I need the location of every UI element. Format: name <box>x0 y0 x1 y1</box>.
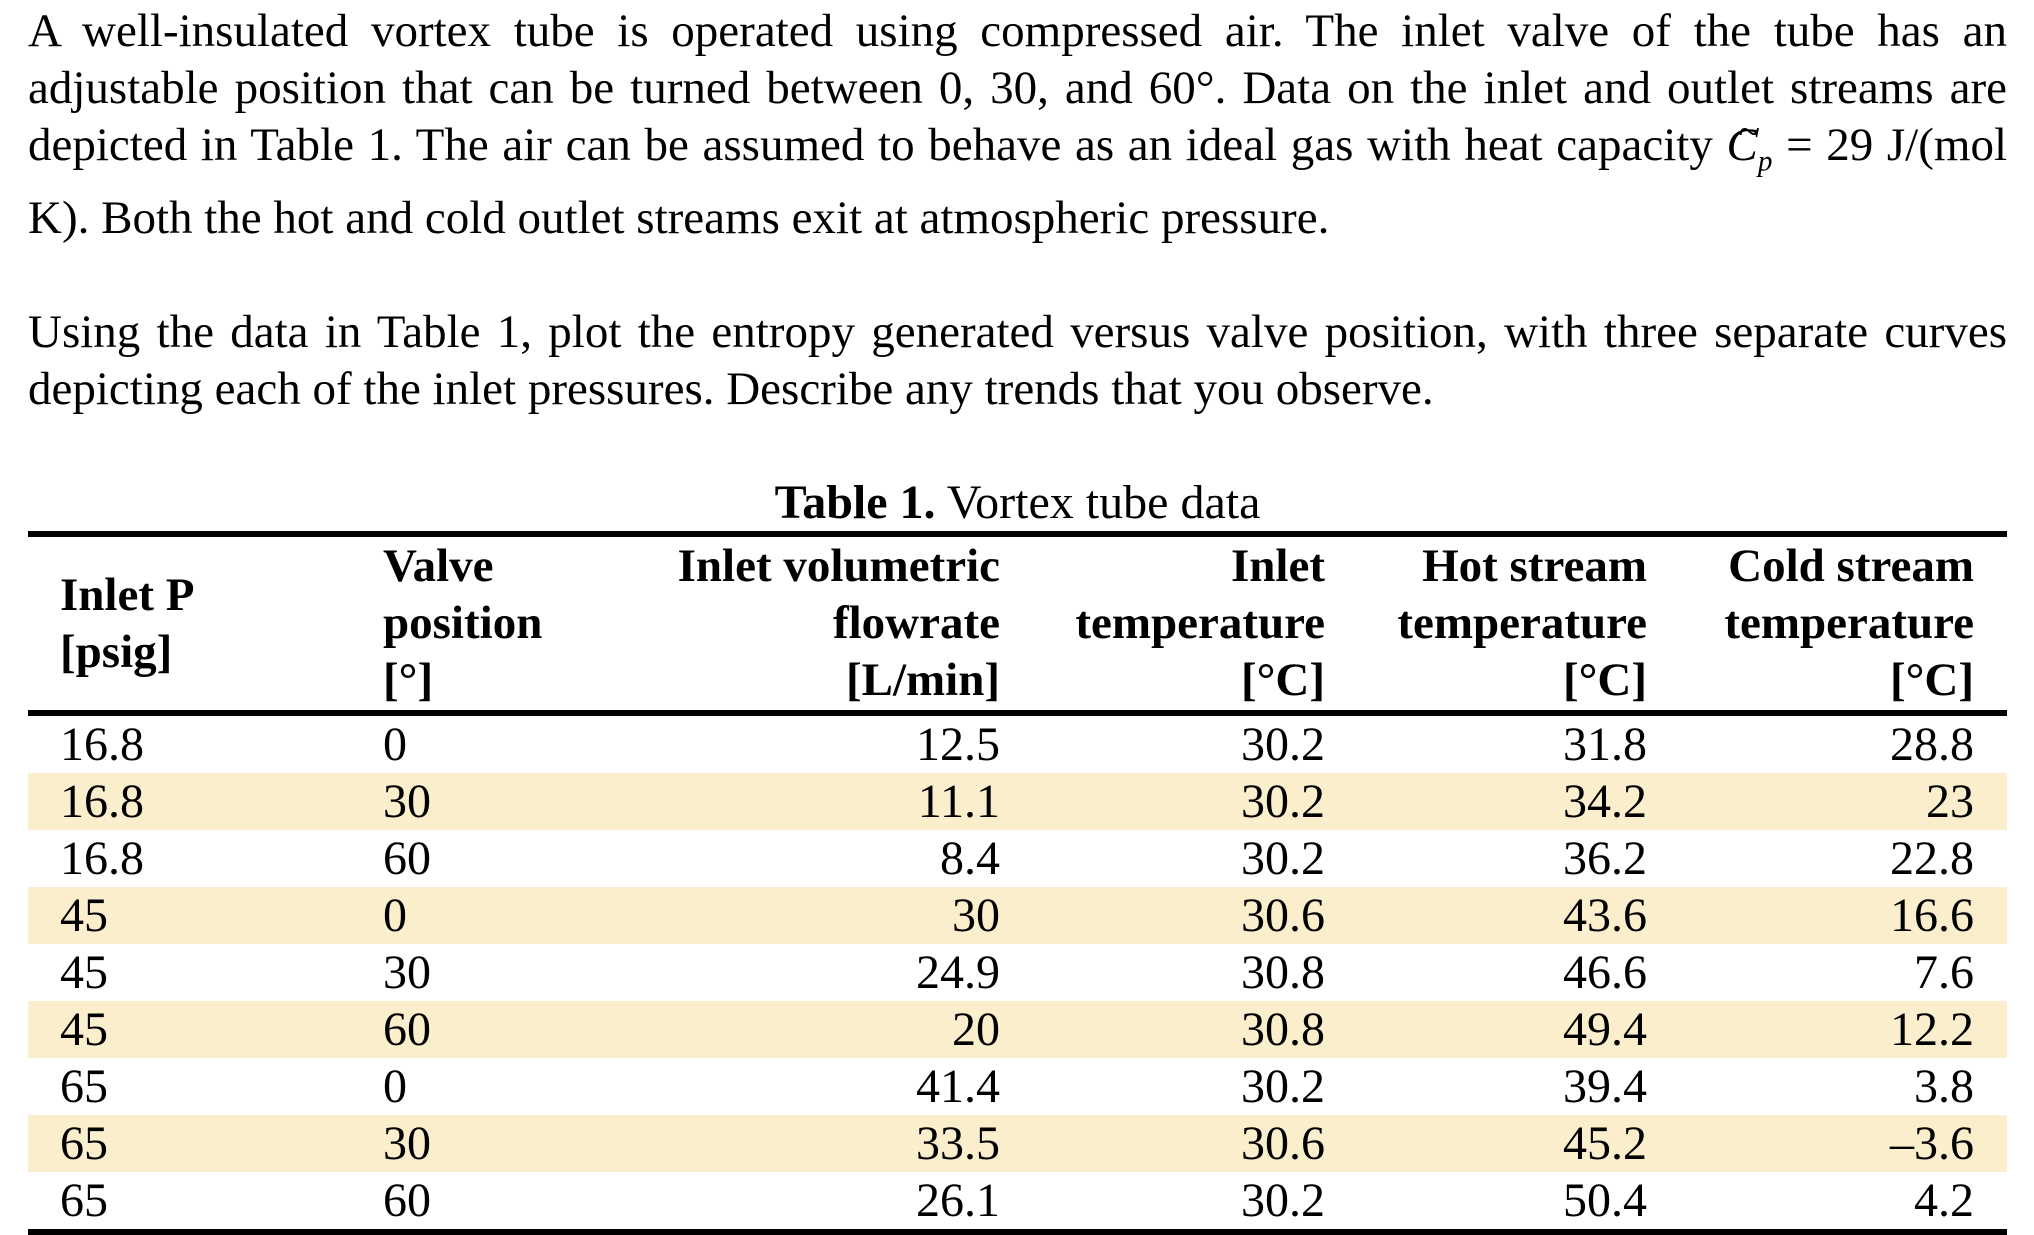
table-cell-valve-position: 60 <box>383 1174 431 1228</box>
table-cell-hot-stream-temperature: 39.4 <box>1563 1060 1647 1114</box>
table-cell-cold-stream-temperature: 4.2 <box>1914 1174 1974 1228</box>
table-cell-cold-stream-temperature: –3.6 <box>1890 1117 1974 1171</box>
table-cell-inlet-volumetric-flowrate: 24.9 <box>916 946 1000 1000</box>
table-cell-inlet-pressure: 65 <box>60 1060 108 1114</box>
table-cell-inlet-volumetric-flowrate: 8.4 <box>940 832 1000 886</box>
table-cell-inlet-temperature: 30.6 <box>1241 889 1325 943</box>
heat-capacity-subscript: p <box>1757 145 1773 178</box>
table-cell-hot-stream-temperature: 31.8 <box>1563 718 1647 772</box>
tilde-accent: ~ <box>1738 109 1761 155</box>
table-row: 45 60 20 30.8 49.4 12.2 <box>28 1001 2007 1059</box>
table-cell-inlet-temperature: 30.6 <box>1241 1117 1325 1171</box>
header-cell-cold-stream-temperature: Cold stream temperature [°C] <box>1724 540 1974 707</box>
table-row: 65 60 26.1 30.2 50.4 4.2 <box>28 1172 2007 1232</box>
table-caption-label: Table 1. <box>774 476 936 530</box>
table-cell-inlet-pressure: 45 <box>60 946 108 1000</box>
table-cell-valve-position: 60 <box>383 1003 431 1057</box>
table-caption-text: Vortex tube data <box>935 476 1261 530</box>
header-cell-hot-stream-temperature: Hot stream temperature [°C] <box>1397 540 1647 707</box>
table-cell-hot-stream-temperature: 49.4 <box>1563 1003 1647 1057</box>
table-cell-inlet-volumetric-flowrate: 41.4 <box>916 1060 1000 1114</box>
table-cell-valve-position: 60 <box>383 832 431 886</box>
table-cell-hot-stream-temperature: 34.2 <box>1563 775 1647 829</box>
table-cell-hot-stream-temperature: 50.4 <box>1563 1174 1647 1228</box>
table-cell-hot-stream-temperature: 43.6 <box>1563 889 1647 943</box>
table-cell-cold-stream-temperature: 23 <box>1926 775 1974 829</box>
table-row: 45 30 24.9 30.8 46.6 7.6 <box>28 944 2007 1001</box>
table-cell-inlet-pressure: 45 <box>60 1003 108 1057</box>
table-cell-cold-stream-temperature: 22.8 <box>1890 832 1974 886</box>
heat-capacity-symbol: C ~ <box>1726 109 1760 174</box>
table-row: 16.8 60 8.4 30.2 36.2 22.8 <box>28 830 2007 887</box>
table-cell-inlet-pressure: 16.8 <box>60 832 144 886</box>
table-cell-inlet-temperature: 30.8 <box>1241 1003 1325 1057</box>
table-cell-inlet-pressure: 45 <box>60 889 108 943</box>
table-cell-hot-stream-temperature: 45.2 <box>1563 1117 1647 1171</box>
header-cell-valve-position: Valve position [°] <box>383 540 543 707</box>
table-cell-valve-position: 30 <box>383 775 431 829</box>
header-cell-inlet-temperature: Inlet temperature [°C] <box>1075 540 1325 707</box>
table-cell-inlet-pressure: 65 <box>60 1117 108 1171</box>
table-caption: Table 1. Vortex tube data <box>28 474 2007 531</box>
table-cell-valve-position: 30 <box>383 1117 431 1171</box>
heat-capacity-base: C <box>1726 119 1758 171</box>
table-cell-hot-stream-temperature: 36.2 <box>1563 832 1647 886</box>
table-row: 65 0 41.4 30.2 39.4 3.8 <box>28 1058 2007 1115</box>
table-cell-inlet-pressure: 16.8 <box>60 718 144 772</box>
table-cell-inlet-temperature: 30.2 <box>1241 832 1325 886</box>
table-cell-cold-stream-temperature: 7.6 <box>1914 946 1974 1000</box>
paragraph1-text-after-math: = 29 J/(mol K). Both the hot and cold ou… <box>28 119 2008 245</box>
table-header-row: Inlet P [psig] Valve position [°] Inlet volum… <box>28 534 2007 714</box>
table-cell-hot-stream-temperature: 46.6 <box>1563 946 1647 1000</box>
table-row: 65 30 33.5 30.6 45.2 –3.6 <box>28 1115 2007 1173</box>
table-row: 45 0 30 30.6 43.6 16.6 <box>28 887 2007 945</box>
table-cell-inlet-volumetric-flowrate: 33.5 <box>916 1117 1000 1171</box>
table-cell-inlet-temperature: 30.2 <box>1241 775 1325 829</box>
table-header: Inlet P [psig] Valve position [°] Inlet volum… <box>28 534 2007 714</box>
table-cell-inlet-temperature: 30.2 <box>1241 718 1325 772</box>
table-cell-cold-stream-temperature: 3.8 <box>1914 1060 1974 1114</box>
table-cell-cold-stream-temperature: 16.6 <box>1890 889 1974 943</box>
table-cell-inlet-temperature: 30.2 <box>1241 1060 1325 1114</box>
table-cell-inlet-volumetric-flowrate: 26.1 <box>916 1174 1000 1228</box>
header-cell-inlet-volumetric-flowrate: Inlet volumetric flowrate [L/min] <box>677 540 1000 707</box>
table-cell-valve-position: 0 <box>383 889 407 943</box>
table-cell-valve-position: 0 <box>383 718 407 772</box>
table-cell-inlet-pressure: 16.8 <box>60 775 144 829</box>
table-cell-cold-stream-temperature: 28.8 <box>1890 718 1974 772</box>
table-cell-inlet-pressure: 65 <box>60 1174 108 1228</box>
table-cell-cold-stream-temperature: 12.2 <box>1890 1003 1974 1057</box>
paragraph1-text-before-math: A well-insulated vortex tube is operated… <box>28 5 2007 171</box>
table-cell-inlet-temperature: 30.2 <box>1241 1174 1325 1228</box>
header-cell-inlet-pressure: Inlet P [psig] <box>60 568 195 678</box>
task-paragraph: Using the data in Table 1, plot the entr… <box>28 306 2007 416</box>
table-cell-inlet-volumetric-flowrate: 20 <box>952 1003 1000 1057</box>
table-row: 16.8 30 11.1 30.2 34.2 23 <box>28 773 2007 831</box>
vortex-tube-data-table: Inlet P [psig] Valve position [°] Inlet volum… <box>28 531 2007 1235</box>
table-cell-inlet-volumetric-flowrate: 11.1 <box>917 775 1000 829</box>
table-body: 16.8 0 12.5 30.2 31.8 28.8 16.8 30 11.1 30.2 34.2 2… <box>28 713 2007 1232</box>
problem-statement-paragraph: A well-insulated vortex tube is operated… <box>28 3 2007 247</box>
table-cell-inlet-temperature: 30.8 <box>1241 946 1325 1000</box>
table-row: 16.8 0 12.5 30.2 31.8 28.8 <box>28 713 2007 773</box>
table-cell-valve-position: 0 <box>383 1060 407 1114</box>
table-cell-inlet-volumetric-flowrate: 12.5 <box>916 718 1000 772</box>
table-cell-valve-position: 30 <box>383 946 431 1000</box>
table-cell-inlet-volumetric-flowrate: 30 <box>952 889 1000 943</box>
